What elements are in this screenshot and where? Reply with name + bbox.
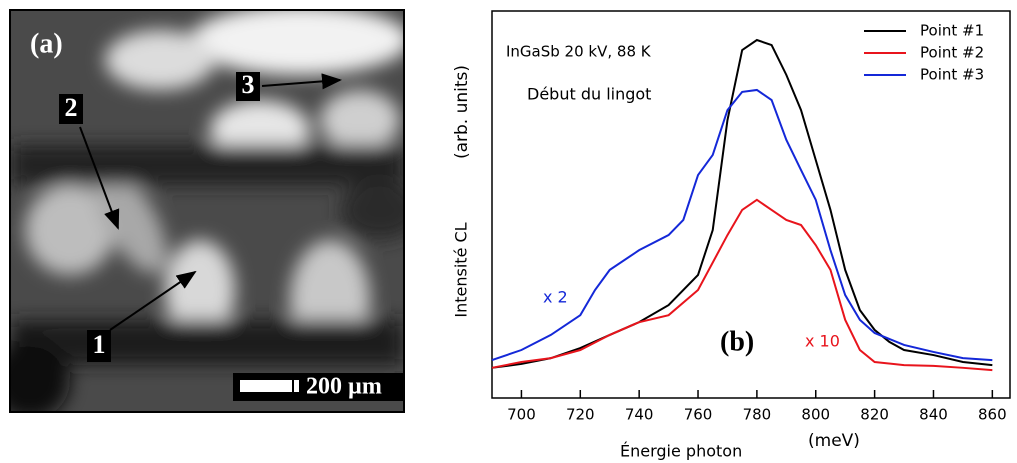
micrograph: 2 1 3 (a) 200 µm: [11, 11, 403, 411]
scale-label: 200 µm: [306, 374, 382, 400]
legend-label: Point #2: [920, 44, 984, 62]
x-tick-label: 840: [919, 406, 948, 424]
arrow: [261, 73, 342, 90]
x-tick-label: 760: [684, 406, 713, 424]
x-tick-label: 800: [801, 406, 830, 424]
panel-label: (a): [30, 28, 63, 59]
arrow: [109, 270, 197, 331]
x-tick-label: 740: [625, 406, 654, 424]
chart-title: InGaSb 20 kV, 88 K: [506, 43, 652, 61]
arrow: [79, 126, 120, 230]
x-axis-unit: (meV): [808, 431, 860, 451]
plot-frame: [491, 10, 1011, 399]
x-tick-label: 700: [507, 406, 536, 424]
chart-subtitle: Début du lingot: [527, 85, 651, 104]
y-axis-label: Intensité CL: [452, 222, 471, 317]
marker-label: 3: [242, 70, 255, 99]
panel-label: (b): [720, 326, 754, 357]
series-line: [491, 198, 993, 372]
x-tick-label: 780: [743, 406, 772, 424]
x-tick-label: 820: [860, 406, 889, 424]
x-axis-label: Énergie photon: [620, 442, 742, 461]
series-line: [491, 88, 993, 362]
image-frame: [9, 9, 405, 413]
annotation: x 2: [543, 288, 568, 307]
y-axis-unit: (arb. units): [452, 65, 472, 159]
marker-label: 1: [93, 330, 106, 359]
marker-label: 2: [65, 93, 78, 122]
legend-label: Point #1: [920, 22, 984, 40]
x-tick-label: 720: [566, 406, 595, 424]
legend-label: Point #3: [920, 66, 984, 84]
x-tick-label: 860: [978, 406, 1007, 424]
annotation: x 10: [805, 332, 840, 351]
